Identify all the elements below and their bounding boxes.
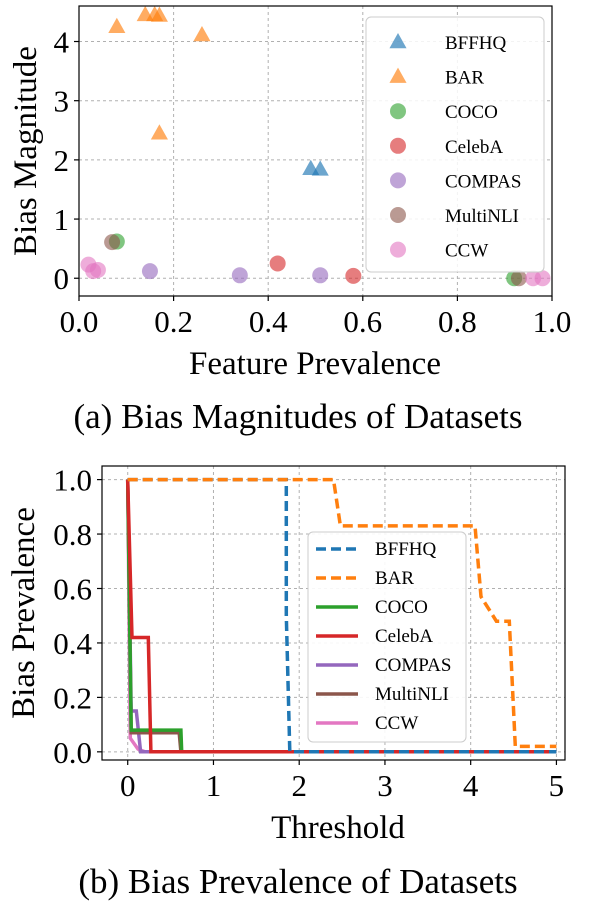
scatter-point-celeba bbox=[269, 255, 286, 272]
x-tick-label: 3 bbox=[377, 768, 393, 803]
plot-frame bbox=[78, 5, 553, 297]
legend-label-ccw: CCW bbox=[375, 713, 418, 734]
y-axis-label: Bias Magnitude bbox=[8, 46, 44, 256]
caption: (b) Bias Prevalence of Datasets bbox=[78, 862, 517, 901]
x-tick-label: 0.0 bbox=[60, 304, 99, 339]
scatter-point-bar bbox=[193, 26, 211, 42]
legend-marker-compas bbox=[390, 172, 406, 189]
x-tick-label: 5 bbox=[549, 768, 565, 803]
scatter-point-compas bbox=[231, 267, 248, 284]
legend-marker-celeba bbox=[390, 137, 406, 154]
scatter-chart: 0.0 0.2 0.4 0.6 0.8 1.0 0 1 2 3 4 Feature Prevale… bbox=[8, 5, 572, 436]
y-tick-label: 0.4 bbox=[53, 626, 92, 661]
x-tick-label: 0.2 bbox=[154, 304, 193, 339]
scatter-point-bffhq bbox=[311, 160, 329, 176]
scatter-point-multinli bbox=[104, 234, 121, 251]
x-tick-label: 0.6 bbox=[343, 304, 382, 339]
y-tick-label: 0.8 bbox=[53, 517, 92, 552]
y-tick-label: 4 bbox=[54, 25, 70, 60]
x-tick-label: 0.8 bbox=[438, 304, 477, 339]
y-tick-label: 3 bbox=[54, 84, 70, 119]
series-line-celeba bbox=[125, 479, 557, 754]
y-tick-label: 0.0 bbox=[53, 735, 92, 770]
x-axis-label: Threshold bbox=[271, 810, 405, 846]
legend-label-compas: COMPAS bbox=[445, 171, 521, 192]
scatter-point-compas bbox=[141, 263, 158, 280]
caption: (a) Bias Magnitudes of Datasets bbox=[73, 397, 522, 436]
legend-box bbox=[365, 16, 545, 273]
legend-marker-ccw bbox=[390, 241, 406, 258]
scatter-point-compas bbox=[312, 267, 329, 284]
scatter-point-ccw bbox=[89, 261, 106, 278]
legend-label-multinli: MultiNLI bbox=[375, 684, 449, 705]
legend-marker-bffhq bbox=[389, 33, 407, 49]
series-line-bar bbox=[127, 477, 557, 749]
y-tick-label: 1.0 bbox=[53, 463, 92, 498]
scatter-point-ccw bbox=[534, 270, 551, 287]
legend-marker-multinli bbox=[390, 207, 406, 223]
x-tick-label: 4 bbox=[463, 768, 479, 803]
x-tick-label: 1 bbox=[206, 768, 222, 803]
legend-label-coco: COCO bbox=[445, 102, 498, 123]
scatter-point-bar bbox=[108, 17, 126, 34]
legend-label-ccw: CCW bbox=[445, 241, 488, 262]
line-chart: 0 1 2 3 4 5 0.0 0.2 0.4 0.6 0.8 1.0 Threshold Bias… bbox=[6, 463, 566, 901]
x-tick-label: 0 bbox=[120, 768, 136, 803]
scatter-point-celeba bbox=[345, 267, 362, 284]
legend-label-bar: BAR bbox=[375, 568, 414, 589]
y-axis-label: Bias Prevalence bbox=[6, 507, 42, 719]
legend-marker-bar bbox=[389, 67, 407, 83]
x-tick-label: 2 bbox=[291, 768, 307, 803]
y-tick-label: 2 bbox=[54, 143, 70, 178]
x-tick-label: 0.4 bbox=[249, 304, 288, 339]
y-tick-label: 0 bbox=[54, 261, 70, 296]
legend-label-coco: COCO bbox=[375, 597, 428, 618]
plot-frame bbox=[101, 465, 566, 761]
legend-label-bffhq: BFFHQ bbox=[375, 539, 437, 560]
legend-box bbox=[307, 531, 467, 743]
legend-marker-coco bbox=[390, 103, 406, 120]
y-tick-label: 1 bbox=[54, 202, 70, 237]
scatter-point-multinli bbox=[510, 270, 527, 287]
scatter-point-bar bbox=[150, 6, 168, 22]
legend-label-celeba: CelebA bbox=[445, 137, 503, 158]
scatter-point-bar bbox=[150, 124, 168, 140]
legend-label-compas: COMPAS bbox=[375, 655, 451, 676]
legend-label-multinli: MultiNLI bbox=[445, 206, 519, 227]
legend-label-bffhq: BFFHQ bbox=[445, 33, 507, 54]
legend-label-celeba: CelebA bbox=[375, 626, 433, 647]
x-tick-label: 1.0 bbox=[533, 304, 572, 339]
y-tick-label: 0.2 bbox=[53, 680, 92, 715]
y-tick-label: 0.6 bbox=[53, 572, 92, 607]
legend-label-bar: BAR bbox=[445, 68, 484, 89]
x-axis-label: Feature Prevalence bbox=[189, 346, 441, 382]
